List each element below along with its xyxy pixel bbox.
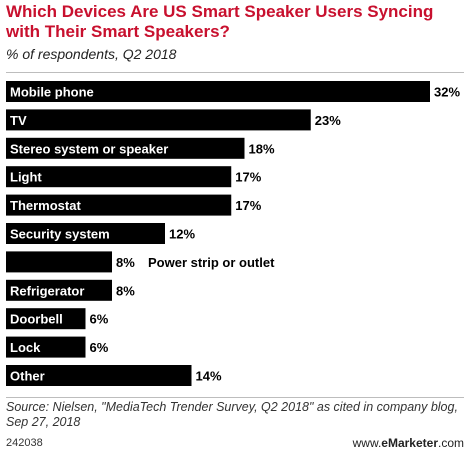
emarketer-logo: www.eMarketer.com <box>353 436 464 450</box>
source-note: Source: Nielsen, "MediaTech Trender Surv… <box>6 400 458 429</box>
value-label-other: 14% <box>196 369 222 384</box>
category-label-stereo-system-or-speaker: Stereo system or speaker <box>10 141 168 156</box>
bar-doorbell <box>6 308 86 330</box>
category-label-thermostat: Thermostat <box>10 198 81 213</box>
value-label-thermostat: 17% <box>235 198 261 213</box>
bottom-divider <box>6 397 464 398</box>
brand-suffix: .com <box>437 436 464 450</box>
bar-light <box>6 166 232 188</box>
chart-id: 242038 <box>6 437 43 449</box>
category-label-doorbell: Doorbell <box>10 312 63 327</box>
value-label-power-strip-or-outlet: 8% <box>116 255 135 270</box>
category-label-mobile-phone: Mobile phone <box>10 85 94 100</box>
chart-title: Which Devices Are US Smart Speaker Users… <box>6 2 434 41</box>
brand-prefix: www. <box>352 436 382 450</box>
brand-name: eMarketer <box>381 436 438 450</box>
category-label-light: Light <box>10 170 42 185</box>
value-label-tv: 23% <box>315 113 341 128</box>
category-label-refrigerator: Refrigerator <box>10 283 84 298</box>
category-label-security-system: Security system <box>10 227 110 242</box>
category-label-other: Other <box>10 369 45 384</box>
category-label-tv: TV <box>10 113 27 128</box>
bar-other <box>6 365 192 386</box>
top-divider <box>6 72 464 73</box>
bar-stereo-system-or-speaker <box>6 137 245 159</box>
bar-security-system <box>6 223 165 244</box>
value-label-refrigerator: 8% <box>116 283 135 298</box>
value-label-doorbell: 6% <box>90 312 109 327</box>
value-label-stereo-system-or-speaker: 18% <box>249 141 275 156</box>
bar-refrigerator <box>6 279 112 301</box>
category-label-power-strip-or-outlet: Power strip or outlet <box>148 255 275 270</box>
category-label-lock: Lock <box>10 340 41 355</box>
bar-tv <box>6 109 311 131</box>
value-label-light: 17% <box>235 170 261 185</box>
value-label-mobile-phone: 32% <box>434 85 460 100</box>
bar-chart: Mobile phone 32% TV 23% Stereo system or spe… <box>6 81 460 386</box>
bar-mobile-phone <box>6 81 430 102</box>
value-label-lock: 6% <box>90 340 109 355</box>
chart-subtitle: % of respondents, Q2 2018 <box>6 46 177 62</box>
value-label-security-system: 12% <box>169 227 195 242</box>
bar-power-strip-or-outlet <box>6 251 112 273</box>
bar-lock <box>6 336 86 358</box>
bar-thermostat <box>6 194 232 216</box>
